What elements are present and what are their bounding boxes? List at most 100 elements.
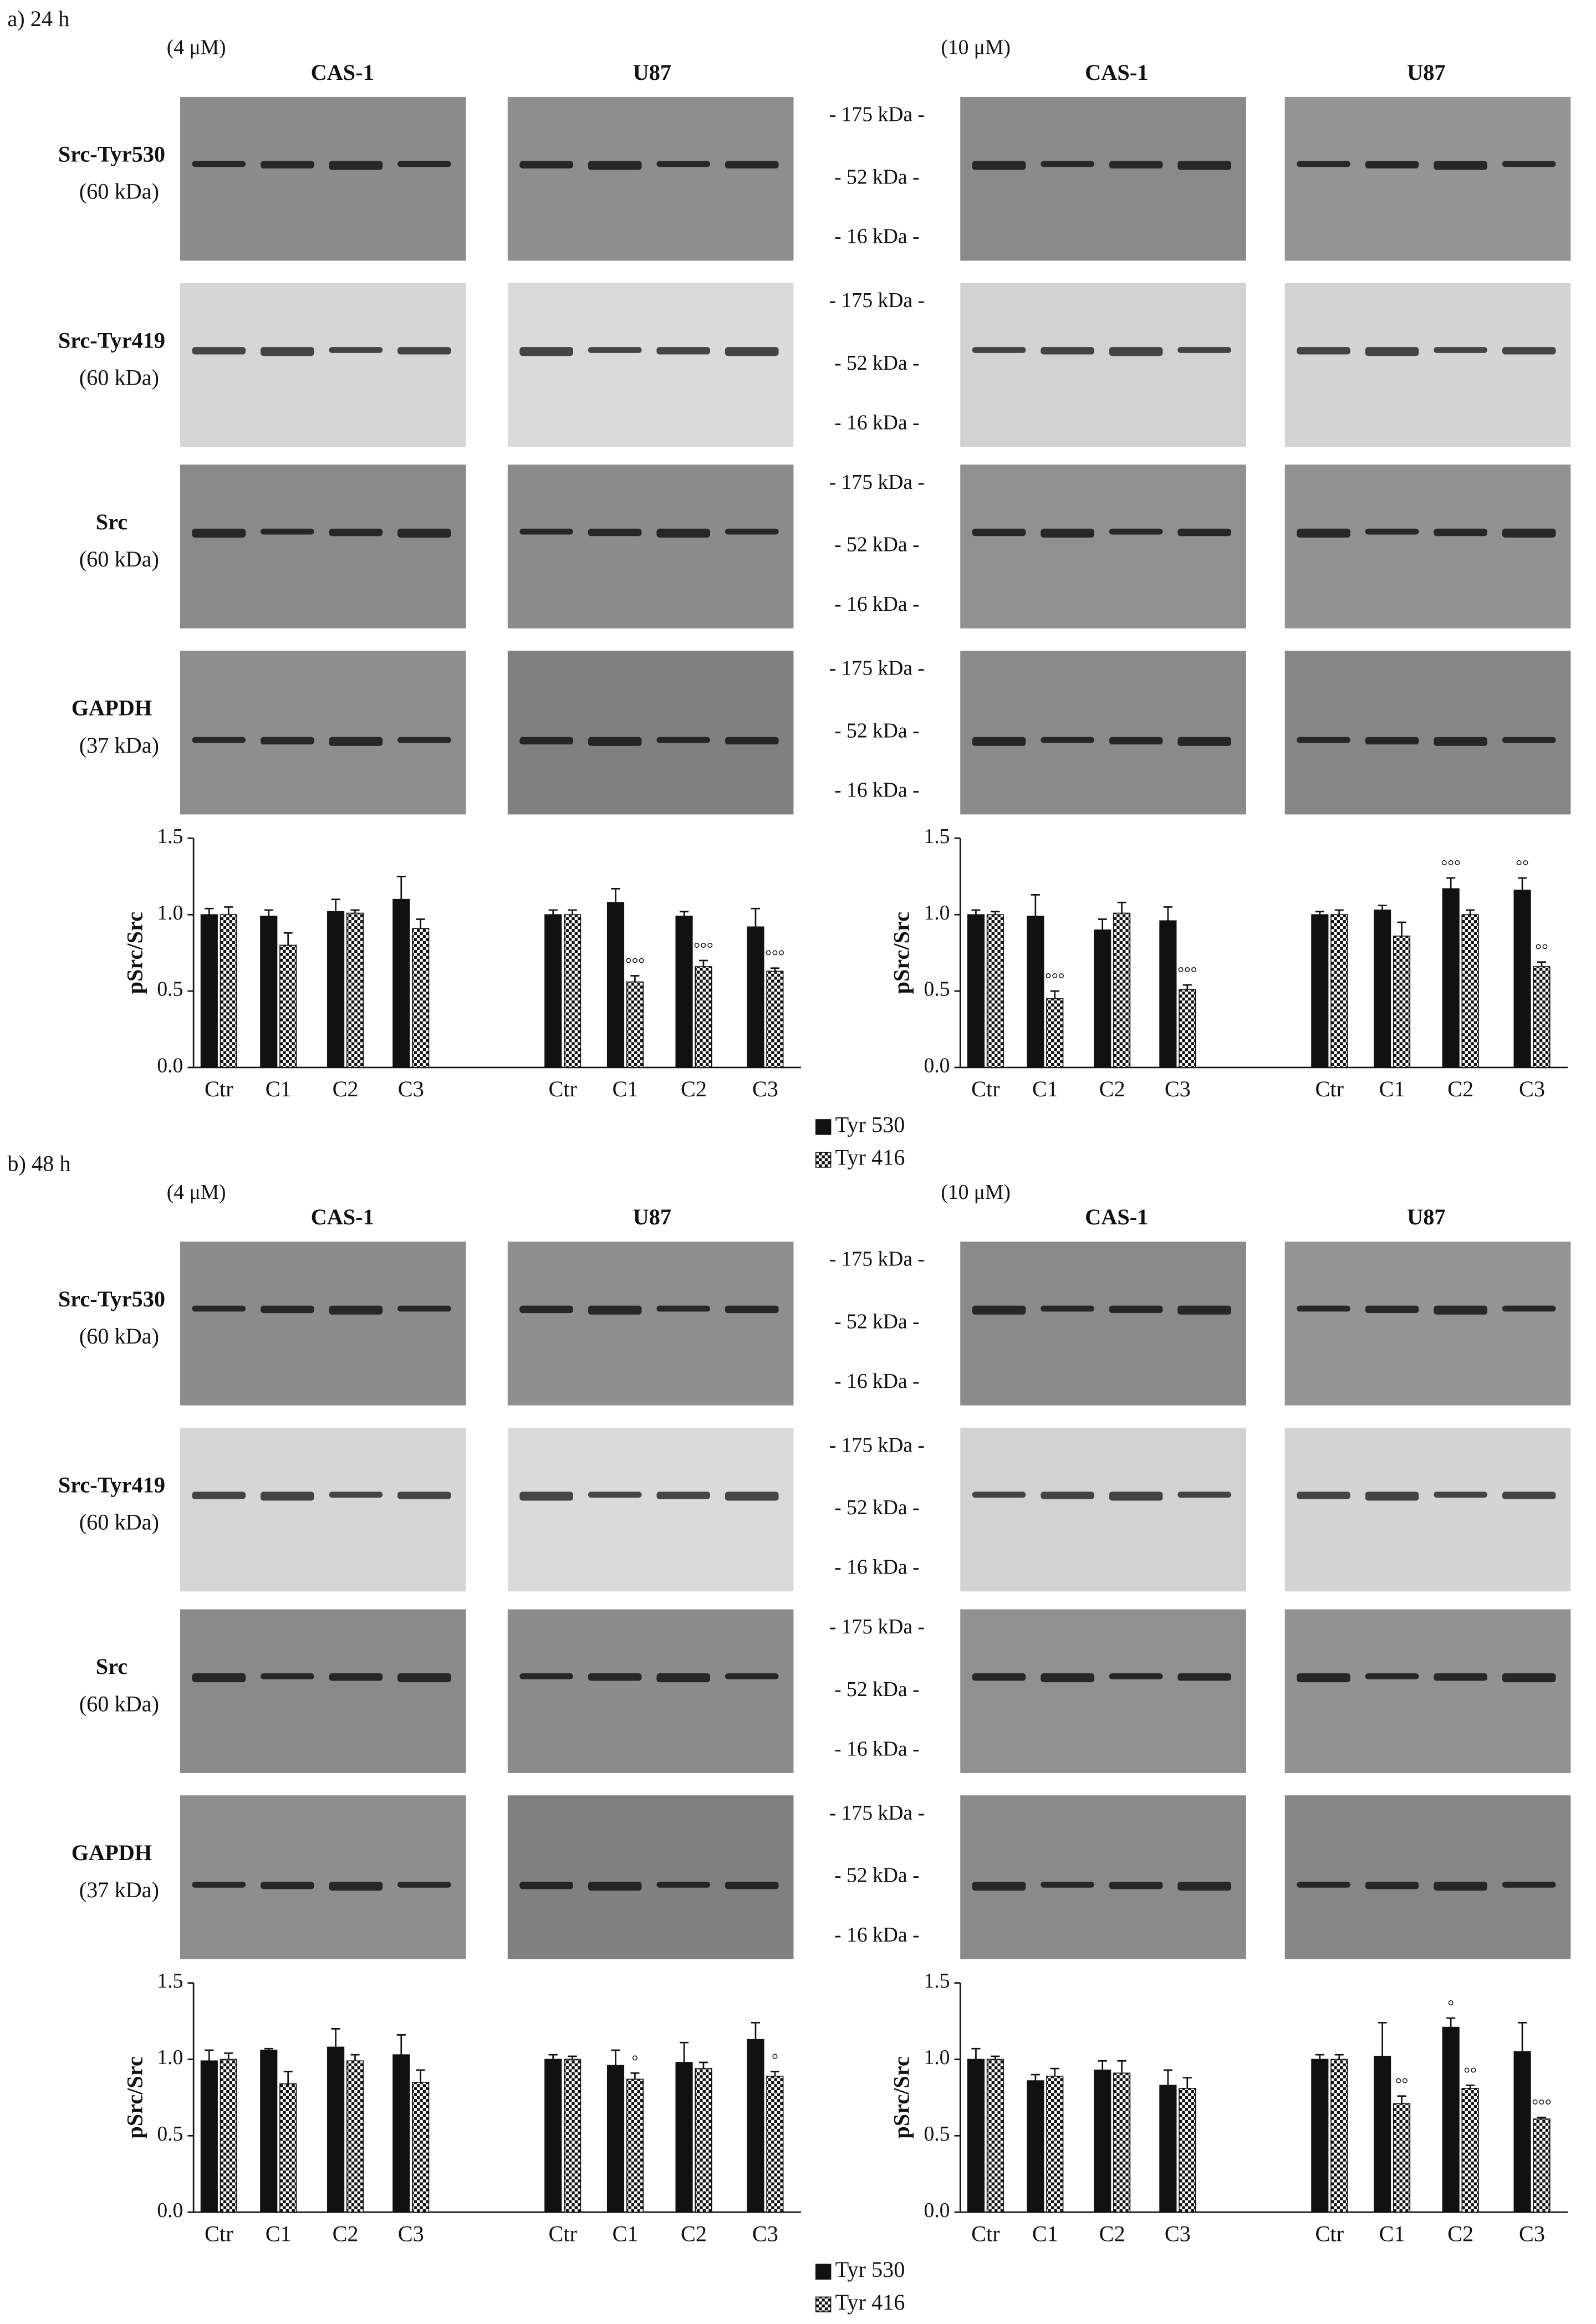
- blot-image: [960, 650, 1246, 815]
- error-bar: [1315, 911, 1324, 915]
- blot-band: [588, 1882, 642, 1891]
- blot-image: [507, 464, 794, 629]
- blot-band: [972, 528, 1026, 537]
- blot-band: [972, 1492, 1026, 1498]
- blot-band: [260, 1673, 314, 1679]
- mw-marker: - 52 kDa -: [834, 1678, 919, 1701]
- error-bar: [698, 2061, 708, 2069]
- x-tick-label: C3: [752, 1076, 778, 1101]
- bar: [986, 914, 1004, 1068]
- error-bar: [1518, 2021, 1527, 2052]
- blot-image: [180, 1427, 466, 1592]
- bar: [1113, 912, 1131, 1068]
- blot-band: [192, 737, 246, 743]
- error-bar: [205, 2049, 214, 2061]
- blot-band: [1041, 1492, 1094, 1499]
- error-bar: [611, 2049, 620, 2066]
- significance-mark: °: [1447, 1998, 1454, 2015]
- error-bar: [416, 918, 425, 929]
- blot-band: [972, 161, 1026, 170]
- y-tick-label: 1.0: [924, 902, 950, 925]
- x-tick-label: C2: [333, 1076, 359, 1101]
- error-bar: [283, 2071, 293, 2084]
- mw-marker: - 175 kDa -: [829, 657, 925, 680]
- x-tick-label: C2: [1447, 2221, 1473, 2246]
- y-tick-label: 1.5: [924, 825, 950, 848]
- bar: [564, 2059, 582, 2213]
- legend-label: Tyr 530: [835, 2257, 905, 2282]
- blot-row-size: (60 kDa): [79, 546, 159, 571]
- x-tick-label: Ctr: [971, 2221, 1000, 2246]
- blot-band: [1434, 528, 1487, 537]
- x-tick-label: C3: [398, 2221, 424, 2246]
- bar: [1046, 2076, 1064, 2213]
- blot-band: [725, 1673, 779, 1679]
- error-bar: [224, 2052, 233, 2060]
- blot-row-name: Src-Tyr419: [58, 328, 165, 353]
- error-bar: [416, 2069, 425, 2082]
- bar: [1533, 966, 1551, 1068]
- blot-band: [588, 161, 642, 170]
- blot-band: [656, 1882, 711, 1888]
- bar: [544, 914, 562, 1068]
- error-bar: [1446, 877, 1456, 889]
- blot-band: [397, 1492, 451, 1499]
- blot-band: [1434, 1882, 1487, 1891]
- error-bar: [1031, 894, 1040, 916]
- bar: [1027, 2080, 1044, 2213]
- error-bar: [630, 975, 640, 982]
- panel-label: a) 24 h: [7, 6, 69, 31]
- bar: [766, 2076, 784, 2213]
- bar: [675, 2062, 693, 2213]
- blot-row-name: GAPDH: [72, 696, 152, 721]
- error-bar: [1050, 990, 1059, 999]
- bar: [606, 902, 625, 1068]
- concentration-label: (4 μM): [167, 37, 226, 59]
- blot-band: [1109, 347, 1163, 356]
- mw-marker: - 16 kDa -: [834, 593, 919, 616]
- significance-mark: °°: [1464, 2065, 1477, 2082]
- concentration-label: (4 μM): [167, 1181, 226, 1204]
- blot-row-name: Src-Tyr419: [58, 1473, 165, 1498]
- error-bar: [1182, 984, 1192, 990]
- blot-image: [507, 650, 794, 815]
- blot-band: [972, 1673, 1026, 1681]
- x-tick-label: C2: [333, 2221, 359, 2246]
- bar: [1533, 2118, 1551, 2213]
- error-bar: [611, 888, 620, 903]
- y-axis-label: pSrc/Src: [889, 2056, 914, 2138]
- x-tick-label: C3: [1519, 2221, 1545, 2246]
- y-tick-label: 1.0: [157, 2046, 183, 2069]
- blot-band: [260, 161, 314, 168]
- blot-band: [588, 1305, 642, 1315]
- error-bar: [568, 909, 577, 915]
- legend-swatch: [815, 2296, 832, 2312]
- blot-band: [725, 1882, 779, 1889]
- cell-line-header: U87: [633, 60, 671, 85]
- blot-band: [656, 347, 711, 355]
- bar: [1179, 989, 1196, 1068]
- error-bar: [264, 909, 273, 916]
- blot-band: [1502, 161, 1556, 167]
- error-bar: [1334, 2054, 1344, 2060]
- significance-mark: °°: [1516, 857, 1529, 875]
- cell-line-header: U87: [1407, 60, 1445, 85]
- blot-image: [960, 1795, 1246, 1959]
- blot-band: [725, 1492, 779, 1501]
- blot-image: [960, 1427, 1246, 1592]
- blot-band: [588, 1492, 642, 1498]
- error-bar: [698, 959, 708, 967]
- bar: [1442, 2026, 1460, 2213]
- blot-band: [260, 1305, 314, 1314]
- blot-band: [972, 1305, 1026, 1315]
- y-tick-label: 1.0: [924, 2046, 950, 2069]
- blot-band: [1502, 1673, 1556, 1683]
- blot-band: [1365, 528, 1419, 535]
- x-tick-label: C3: [1165, 1076, 1191, 1101]
- bar: [346, 912, 364, 1068]
- blot-band: [1434, 1492, 1487, 1498]
- error-bar: [1397, 2095, 1406, 2104]
- y-axis-label: pSrc/Src: [122, 912, 147, 994]
- blot-row-size: (60 kDa): [79, 1691, 159, 1716]
- blot-band: [1109, 737, 1163, 745]
